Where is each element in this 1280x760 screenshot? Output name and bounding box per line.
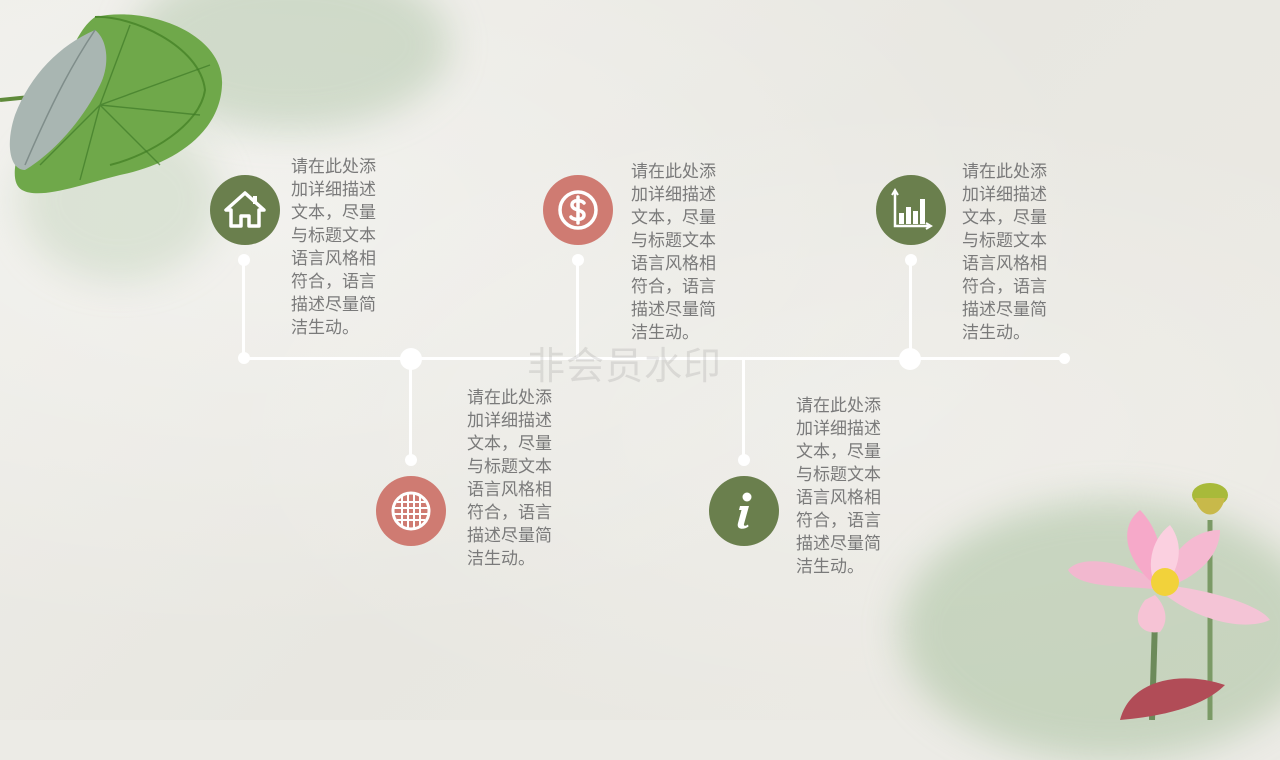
lotus-leaf-illustration — [0, 14, 223, 194]
grid-icon — [391, 491, 431, 531]
timeline-dot — [738, 454, 750, 466]
lotus-flower-illustration — [1068, 483, 1270, 720]
timeline-dot — [905, 254, 917, 266]
item-description: 请在此处添加详细描述文本，尽量与标题文本语言风格相符合，语言描述尽量简洁生动。 — [962, 162, 1047, 343]
timeline-connector-1 — [242, 260, 245, 358]
icon-badge-dollar — [543, 175, 613, 245]
watermark-text: 非会员水印 — [527, 344, 723, 388]
timeline-dot — [572, 254, 584, 266]
icon-badge-chart — [876, 175, 946, 245]
timeline-horizontal-line — [243, 357, 1065, 360]
timeline-connector-4 — [742, 358, 745, 460]
timeline-connector-5 — [909, 260, 912, 358]
timeline-node — [400, 348, 422, 370]
timeline-connector-2 — [409, 358, 412, 460]
icon-badge-info — [709, 476, 779, 546]
timeline-dot — [1059, 353, 1070, 364]
icon-badge-home — [210, 175, 280, 245]
house-icon — [224, 191, 266, 228]
item-description: 请在此处添加详细描述文本，尽量与标题文本语言风格相符合，语言描述尽量简洁生动。 — [796, 396, 881, 577]
timeline-node — [899, 348, 921, 370]
item-description: 请在此处添加详细描述文本，尽量与标题文本语言风格相符合，语言描述尽量简洁生动。 — [291, 157, 376, 338]
item-description: 请在此处添加详细描述文本，尽量与标题文本语言风格相符合，语言描述尽量简洁生动。 — [467, 388, 552, 569]
info-icon — [737, 492, 752, 529]
item-description: 请在此处添加详细描述文本，尽量与标题文本语言风格相符合，语言描述尽量简洁生动。 — [631, 162, 716, 343]
bar-chart-icon — [891, 188, 933, 230]
timeline-dot — [405, 454, 417, 466]
timeline-connector-3 — [576, 260, 579, 358]
icon-badge-grid — [376, 476, 446, 546]
timeline-dot — [238, 254, 250, 266]
timeline-dot — [238, 352, 250, 364]
dollar-icon — [558, 190, 598, 230]
